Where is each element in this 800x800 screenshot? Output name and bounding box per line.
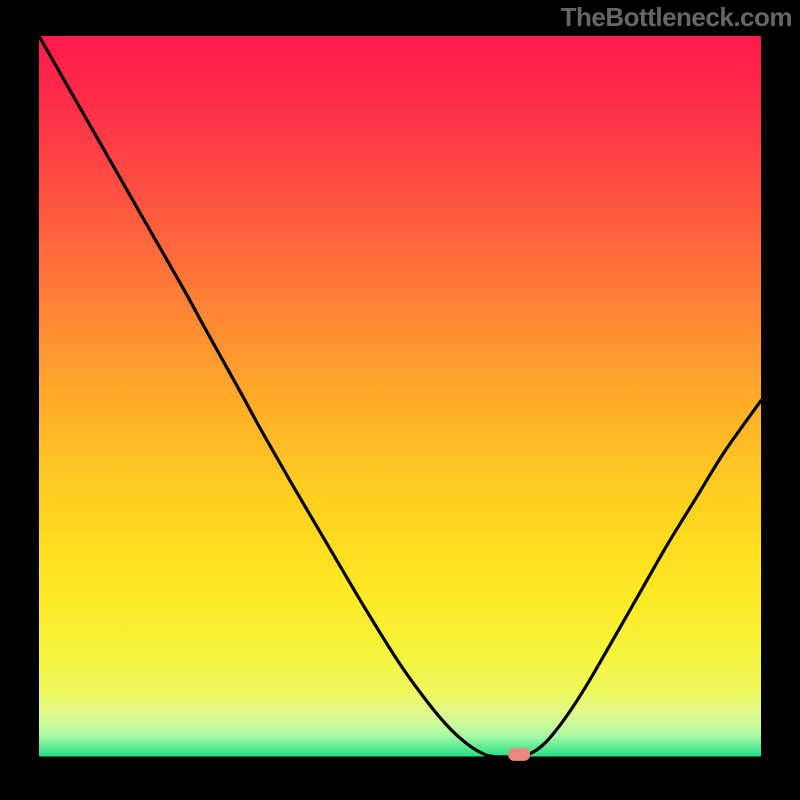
bottleneck-chart — [0, 0, 800, 800]
watermark-text: TheBottleneck.com — [561, 2, 792, 33]
plot-background — [39, 36, 761, 758]
optimal-marker — [508, 748, 530, 761]
